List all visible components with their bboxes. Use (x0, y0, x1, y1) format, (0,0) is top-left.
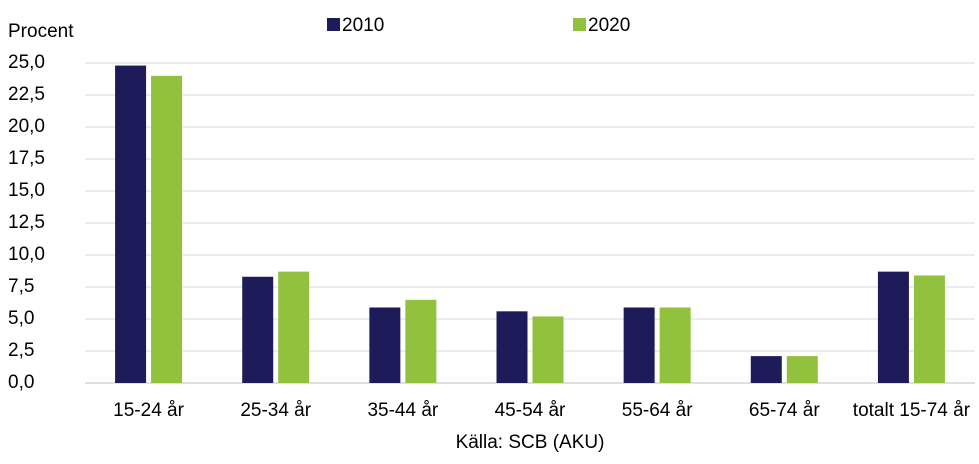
y-tick-label: 5,0 (8, 308, 34, 329)
y-tick-label: 2,5 (8, 340, 34, 361)
x-tick-label: 65-74 år (749, 400, 820, 421)
y-tick-label: 12,5 (8, 212, 45, 233)
y-tick-label: 15,0 (8, 180, 45, 201)
y-tick-label: 20,0 (8, 116, 45, 137)
legend-swatch (327, 18, 340, 31)
bar (659, 307, 691, 383)
bar (786, 356, 818, 383)
bar (623, 307, 655, 383)
bar (115, 65, 147, 383)
x-tick-label: 45-54 år (495, 400, 566, 421)
x-axis-label: Källa: SCB (AKU) (456, 432, 605, 453)
bar (242, 276, 274, 383)
legend-label: 2010 (342, 15, 384, 36)
bar (278, 271, 310, 383)
bar (151, 75, 183, 384)
x-tick-label: totalt 15-74 år (853, 400, 971, 421)
bar (750, 356, 782, 383)
y-axis-label: Procent (8, 21, 74, 42)
x-tick-label: 55-64 år (622, 400, 693, 421)
bar (532, 316, 564, 383)
y-tick-label: 10,0 (8, 244, 45, 265)
legend-swatch (573, 18, 586, 31)
bar (877, 271, 909, 383)
bar (913, 275, 945, 383)
y-tick-label: 17,5 (8, 148, 45, 169)
y-tick-label: 0,0 (8, 372, 34, 393)
y-tick-label: 22,5 (8, 84, 45, 105)
bar (405, 299, 437, 383)
legend-label: 2020 (588, 15, 630, 36)
y-tick-label: 7,5 (8, 276, 34, 297)
x-tick-label: 35-44 år (367, 400, 438, 421)
bar (496, 311, 528, 383)
x-tick-label: 25-34 år (240, 400, 311, 421)
y-tick-label: 25,0 (8, 52, 45, 73)
bar (369, 307, 401, 383)
x-tick-label: 15-24 år (113, 400, 184, 421)
